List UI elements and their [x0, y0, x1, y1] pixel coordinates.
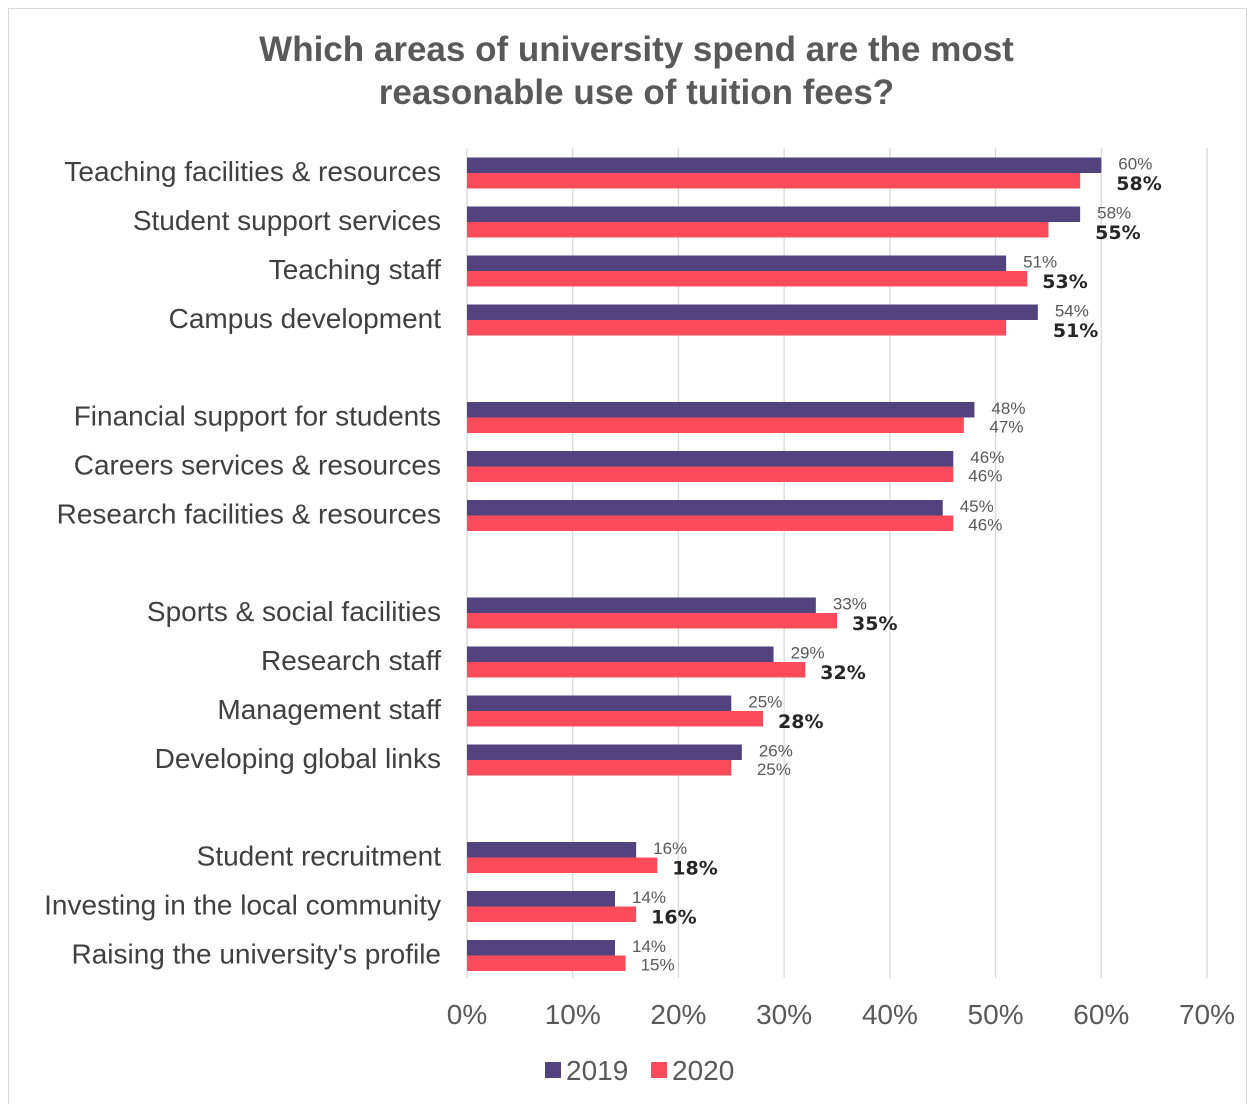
category-label: Sports & social facilities	[147, 596, 441, 627]
bar-2020	[467, 173, 1081, 189]
data-label-2019: 46%	[970, 448, 1004, 467]
x-axis-ticks: 0% 10% 20% 30% 40% 50% 60% 70%	[447, 999, 1235, 1030]
data-label-2020: 32%	[820, 662, 865, 684]
data-label-2019: 29%	[791, 644, 825, 663]
bar-2020	[467, 662, 806, 678]
data-label-2020: 46%	[968, 516, 1002, 535]
category-label: Research staff	[261, 645, 441, 676]
data-label-2019: 14%	[632, 888, 666, 907]
data-label-2020: 28%	[778, 711, 823, 733]
bar-2019	[467, 255, 1007, 271]
data-label-2019: 26%	[759, 742, 793, 761]
bar-2020	[467, 613, 837, 629]
bar-2020	[467, 515, 954, 531]
data-label-2019: 45%	[960, 497, 994, 516]
bar-2020	[467, 906, 637, 922]
data-label-2019: 51%	[1023, 253, 1057, 272]
bar-2019	[467, 744, 742, 760]
category-label: Investing in the local community	[44, 890, 441, 921]
bar-2019	[467, 451, 954, 467]
x-tick-label: 0%	[447, 999, 487, 1030]
bar-2020	[467, 857, 658, 873]
data-label-2019: 33%	[833, 595, 867, 614]
x-tick-label: 60%	[1073, 999, 1129, 1030]
data-label-2019: 16%	[653, 839, 687, 858]
bar-2020	[467, 955, 626, 971]
bar-2019	[467, 402, 975, 418]
bar-2019	[467, 891, 615, 907]
category-label: Teaching staff	[269, 254, 441, 285]
data-label-2019: 14%	[632, 937, 666, 956]
data-label-2019: 58%	[1097, 204, 1131, 223]
x-tick-label: 50%	[968, 999, 1024, 1030]
data-label-2020: 15%	[641, 956, 675, 975]
category-label: Careers services & resources	[74, 450, 441, 481]
x-tick-label: 70%	[1179, 999, 1235, 1030]
data-label-2020: 58%	[1116, 173, 1161, 195]
legend-swatch-2020	[651, 1062, 667, 1078]
category-label: Management staff	[217, 694, 441, 725]
bar-2019	[467, 206, 1081, 222]
data-label-2020: 51%	[1053, 320, 1098, 342]
category-labels: Teaching facilities & resources Student s…	[44, 156, 441, 970]
x-tick-label: 40%	[862, 999, 918, 1030]
data-label-2020: 55%	[1095, 222, 1140, 244]
category-label: Research facilities & resources	[57, 499, 441, 530]
bar-2020	[467, 760, 732, 776]
data-label-2020: 25%	[757, 760, 791, 779]
data-label-2019: 54%	[1055, 302, 1089, 321]
data-label-2020: 46%	[968, 467, 1002, 486]
category-label: Student support services	[133, 205, 441, 236]
data-label-2020: 47%	[989, 418, 1023, 437]
data-label-2020: 18%	[672, 858, 717, 880]
data-label-2020: 16%	[651, 907, 696, 929]
bar-2019	[467, 304, 1038, 320]
bar-2019	[467, 157, 1102, 173]
bars	[467, 157, 1102, 971]
category-label: Campus development	[169, 303, 442, 334]
legend-swatch-2019	[545, 1062, 561, 1078]
bar-2020	[467, 320, 1007, 336]
bar-2020	[467, 222, 1049, 238]
data-label-2019: 48%	[991, 399, 1025, 418]
chart-title: Which areas of university spend are the …	[0, 28, 1255, 114]
bar-2019	[467, 842, 637, 858]
bar-2019	[467, 695, 732, 711]
bar-2020	[467, 466, 954, 482]
category-label: Financial support for students	[74, 401, 441, 432]
chart-title-line-2: reasonable use of tuition fees?	[378, 73, 895, 112]
legend-label-2019: 2019	[566, 1055, 628, 1086]
data-label-2020: 35%	[852, 613, 897, 635]
data-label-2019: 25%	[748, 693, 782, 712]
bar-2020	[467, 711, 763, 727]
bar-2020	[467, 271, 1028, 287]
legend: 2019 2020	[545, 1055, 734, 1086]
category-label: Raising the university's profile	[71, 939, 441, 970]
bar-2019	[467, 597, 816, 613]
legend-label-2020: 2020	[672, 1055, 734, 1086]
bar-2019	[467, 646, 774, 662]
x-tick-label: 10%	[545, 999, 601, 1030]
category-label: Teaching facilities & resources	[64, 156, 441, 187]
data-label-2019: 60%	[1118, 155, 1152, 174]
x-tick-label: 20%	[650, 999, 706, 1030]
category-label: Developing global links	[155, 743, 441, 774]
bar-2019	[467, 940, 615, 956]
bar-2020	[467, 417, 964, 433]
bar-2019	[467, 500, 943, 516]
category-label: Student recruitment	[197, 841, 442, 872]
x-tick-label: 30%	[756, 999, 812, 1030]
data-labels: 60%58%58%55%51%53%54%51%48%47%46%46%45%4…	[632, 155, 1162, 975]
chart-title-line-1: Which areas of university spend are the …	[259, 30, 1014, 69]
data-label-2020: 53%	[1042, 271, 1087, 293]
